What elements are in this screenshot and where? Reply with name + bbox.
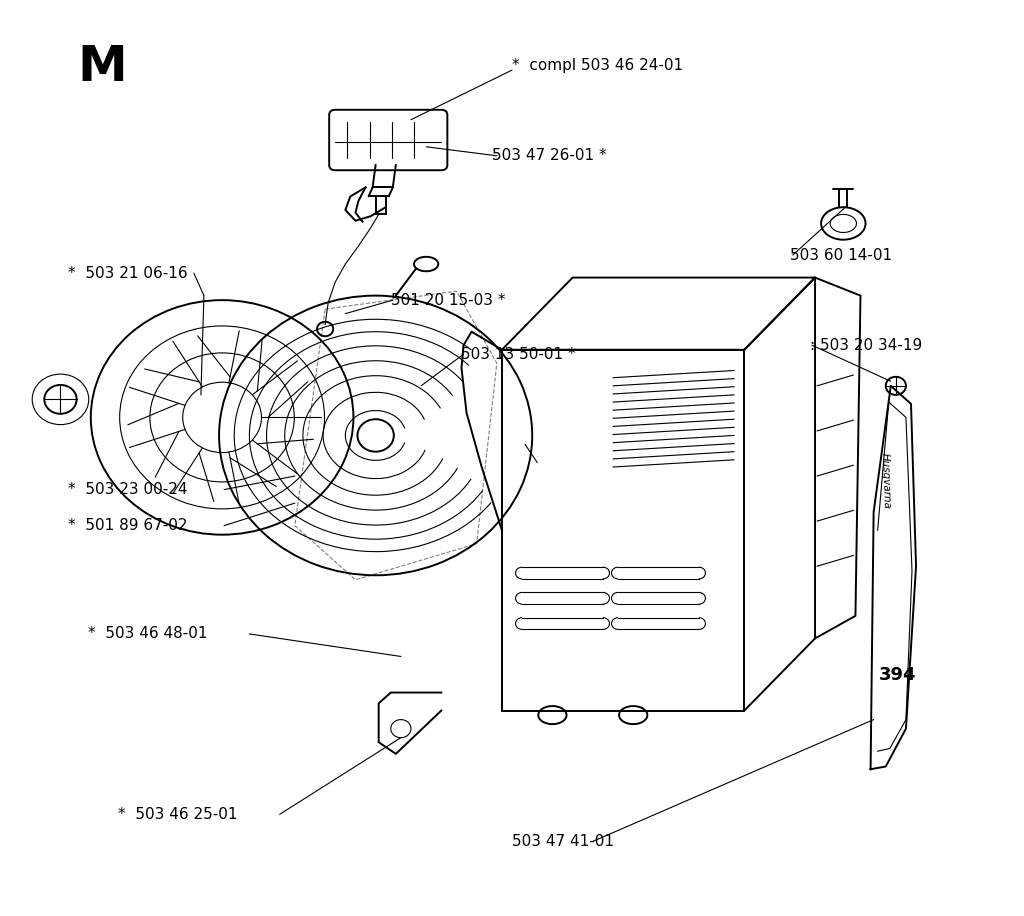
Text: 501 20 15-03 *: 501 20 15-03 * [391,292,505,308]
Text: 394: 394 [879,666,916,683]
FancyBboxPatch shape [329,110,447,170]
Text: Husqvarna: Husqvarna [880,453,892,508]
Text: 503 13 50-01 *: 503 13 50-01 * [462,347,577,362]
Text: *  503 23 00-24: * 503 23 00-24 [68,482,187,497]
Text: *  compl 503 46 24-01: * compl 503 46 24-01 [512,58,683,73]
Text: 503 60 14-01: 503 60 14-01 [790,247,892,263]
Text: *  501 89 67-02: * 501 89 67-02 [68,518,187,533]
Text: 503 47 41-01: 503 47 41-01 [512,834,614,849]
Text: *  503 46 48-01: * 503 46 48-01 [88,627,207,641]
Text: 503 47 26-01 *: 503 47 26-01 * [492,148,606,163]
Text: *  503 21 06-16: * 503 21 06-16 [68,266,187,280]
Text: : 503 20 34-19: : 503 20 34-19 [810,338,923,353]
Text: M: M [78,43,127,91]
Text: *  503 46 25-01: * 503 46 25-01 [118,807,238,822]
